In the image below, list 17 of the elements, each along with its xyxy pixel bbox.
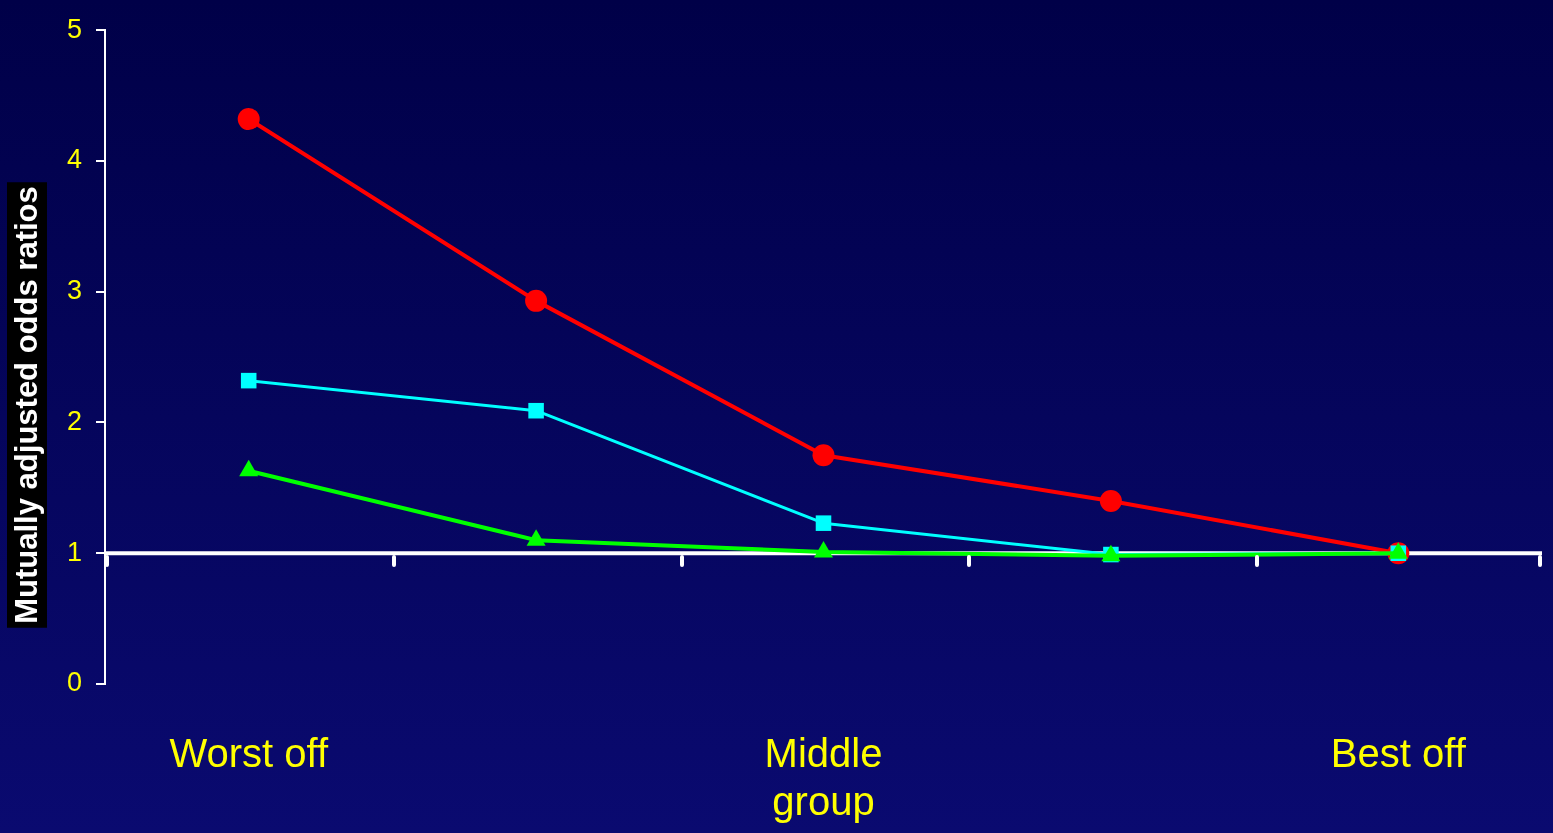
x-tick-label: Worst off — [169, 731, 329, 776]
point — [812, 444, 835, 467]
point — [815, 515, 832, 531]
point — [525, 289, 548, 312]
x-tick-label: Best off — [1330, 731, 1467, 776]
point — [240, 372, 257, 389]
point — [237, 108, 260, 131]
y-tick-label: 4 — [66, 144, 82, 175]
y-tick-label: 0 — [66, 667, 82, 698]
point — [528, 402, 544, 419]
x-tick-label: Middle group — [764, 731, 883, 824]
y-tick-label: 1 — [66, 536, 82, 567]
y-tick-label: 3 — [66, 275, 82, 306]
y-axis-title: Mutually adjusted odds ratios — [8, 186, 44, 624]
point — [1099, 489, 1122, 512]
y-tick-label: 2 — [66, 405, 82, 436]
y-tick-label: 5 — [66, 13, 82, 44]
